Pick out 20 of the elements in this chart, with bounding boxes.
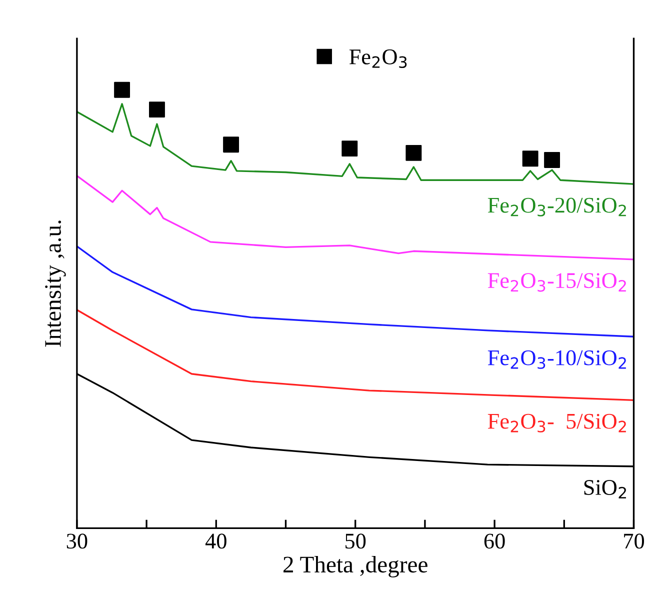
x-tick-label: 60 [484, 534, 505, 549]
x-tick-label: 50 [346, 534, 366, 549]
series-label: Fe$_{2}$O$_{3}$-10/SiO$_{2}$ [488, 350, 626, 369]
x-axis-title: 2 Theta ,degree [283, 556, 428, 578]
x-tick-label: 70 [624, 534, 644, 549]
series-label: Fe$_{2}$O$_{3}$-15/SiO$_{2}$ [488, 273, 626, 292]
legend-label: Fe$_{2}$O$_{3}$ [349, 49, 407, 68]
point [544, 152, 560, 168]
point [114, 82, 130, 98]
point [406, 144, 422, 161]
y-axis-title: Intensity ,a.u. [45, 220, 66, 347]
point [223, 136, 240, 153]
series-label: Fe$_{2}$O$_{3}$-20/SiO$_{2}$ [488, 198, 626, 216]
x-tick-label: 40 [205, 534, 226, 549]
series-label: SiO$_{2}$ [584, 480, 626, 498]
x-tick-label: 30 [66, 534, 88, 549]
series-label: Fe$_{2}$O$_{3}$- 5/SiO$_{2}$ [488, 414, 626, 432]
point [522, 150, 538, 167]
point [342, 140, 358, 157]
point [149, 102, 165, 118]
